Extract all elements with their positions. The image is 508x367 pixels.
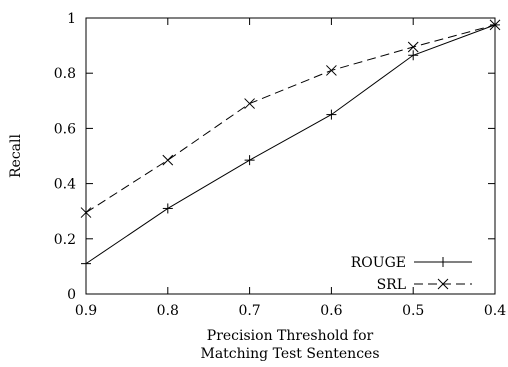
- x-tick-label: 0.8: [157, 303, 179, 319]
- srl-point: [407, 41, 419, 53]
- marker-stroke: [489, 19, 501, 31]
- rouge-point: [244, 155, 255, 166]
- srl-series-line: [85, 24, 496, 214]
- x-tick-label: 0.4: [484, 303, 506, 319]
- srl-point: [244, 98, 255, 109]
- marker-stroke: [437, 278, 449, 290]
- x-tick-label: 0.7: [238, 303, 260, 319]
- y-tick-label: 1: [67, 11, 76, 27]
- legend-marker-rouge: [438, 257, 448, 267]
- srl-point: [80, 207, 92, 218]
- y-tick-label: 0.4: [54, 177, 76, 193]
- marker-stroke: [244, 98, 255, 109]
- y-tick-label: 0.2: [54, 232, 76, 248]
- y-tick-label: 0.8: [54, 66, 76, 82]
- marker-stroke: [326, 65, 337, 76]
- series-group: [80, 19, 501, 269]
- marker-stroke: [407, 41, 419, 53]
- rouge-point: [326, 109, 337, 120]
- x-tick-label: 0.6: [320, 303, 342, 319]
- rouge-point: [408, 50, 419, 61]
- rouge-point: [162, 203, 173, 214]
- y-tick-label: 0: [67, 287, 76, 303]
- marker-stroke: [162, 154, 174, 166]
- y-axis-label: Recall: [8, 133, 24, 177]
- x-tick-label: 0.9: [75, 303, 97, 319]
- legend-label-srl: SRL: [377, 277, 406, 293]
- srl-point: [162, 154, 174, 166]
- legend-marker-srl: [437, 278, 449, 290]
- srl-point: [489, 19, 501, 31]
- x-tick-label: 0.5: [402, 303, 424, 319]
- rouge-point: [81, 258, 91, 269]
- legend: ROUGE SRL: [351, 255, 472, 293]
- rouge-series-line: [85, 24, 496, 265]
- plot-frame: [85, 17, 496, 295]
- axis-ticks: 0 0.2 0.4 0.6 0.8 1 0.9 0.8 0.7 0.6 0.5 0.4: [54, 11, 506, 319]
- x-axis-label-line-2: Matching Test Sentences: [201, 346, 380, 362]
- marker-stroke: [80, 207, 92, 218]
- legend-label-rouge: ROUGE: [351, 255, 406, 271]
- x-axis-label-line-1: Precision Threshold for: [207, 328, 374, 344]
- y-tick-label: 0.6: [54, 121, 76, 137]
- srl-point: [326, 65, 337, 76]
